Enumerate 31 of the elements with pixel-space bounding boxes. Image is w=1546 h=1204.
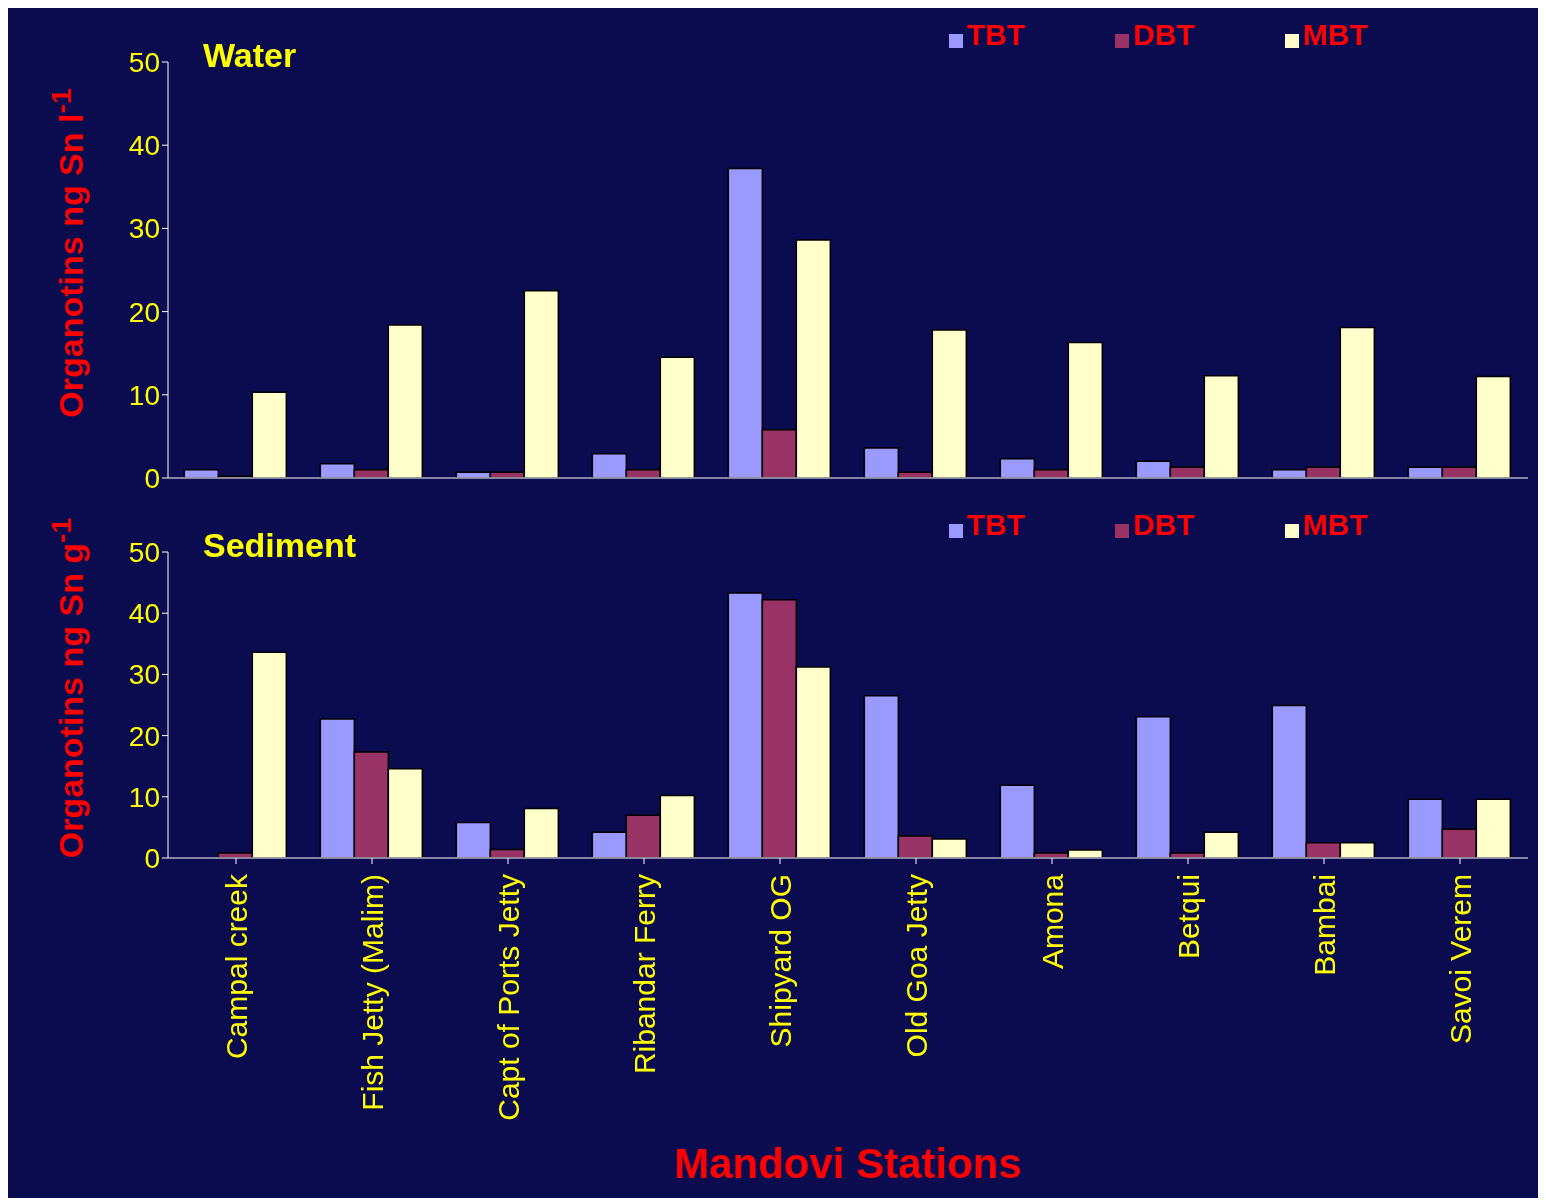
y-tick-label: 40 — [128, 130, 160, 162]
legend-label: DBT — [1133, 18, 1196, 51]
x-tick-label: Savoi Verem — [1443, 874, 1477, 1045]
y-tick-label: 50 — [128, 536, 160, 568]
y-tick-label: 40 — [128, 598, 160, 630]
legend-label: MBT — [1303, 508, 1368, 541]
y-tick-label: 30 — [128, 659, 160, 691]
y-tick-label: 30 — [128, 213, 160, 245]
x-tick-label: Old Goa Jetty — [899, 874, 933, 1058]
x-tick-label: Shipyard OG — [763, 874, 797, 1048]
x-axis-title: Mandovi Stations — [674, 1140, 1022, 1187]
legend-label: MBT — [1303, 18, 1368, 51]
x-tick-label: Amona — [1035, 873, 1069, 970]
chart-title: Water — [203, 36, 297, 75]
y-tick-label: 20 — [128, 720, 160, 752]
y-tick-label: 10 — [128, 379, 160, 411]
y-tick-label: 20 — [128, 296, 160, 328]
x-tick-label: Campal creek — [219, 873, 253, 1060]
y-tick-label: 10 — [128, 781, 160, 813]
x-tick-label: Bambai — [1307, 874, 1341, 976]
x-tick-label: Ribandar Ferry — [627, 874, 661, 1075]
legend-label: TBT — [967, 508, 1026, 541]
x-tick-label: Capt of Ports Jetty — [491, 874, 525, 1121]
y-tick-label: 50 — [128, 46, 160, 78]
x-tick-label: Betqui — [1171, 874, 1205, 960]
y-tick-label: 0 — [144, 842, 160, 874]
y-tick-label: 0 — [144, 462, 160, 494]
x-tick-label: Fish Jetty (Malim) — [355, 874, 389, 1111]
legend-label: TBT — [967, 18, 1026, 51]
chart-title: Sediment — [203, 526, 357, 565]
legend-label: DBT — [1133, 508, 1196, 541]
